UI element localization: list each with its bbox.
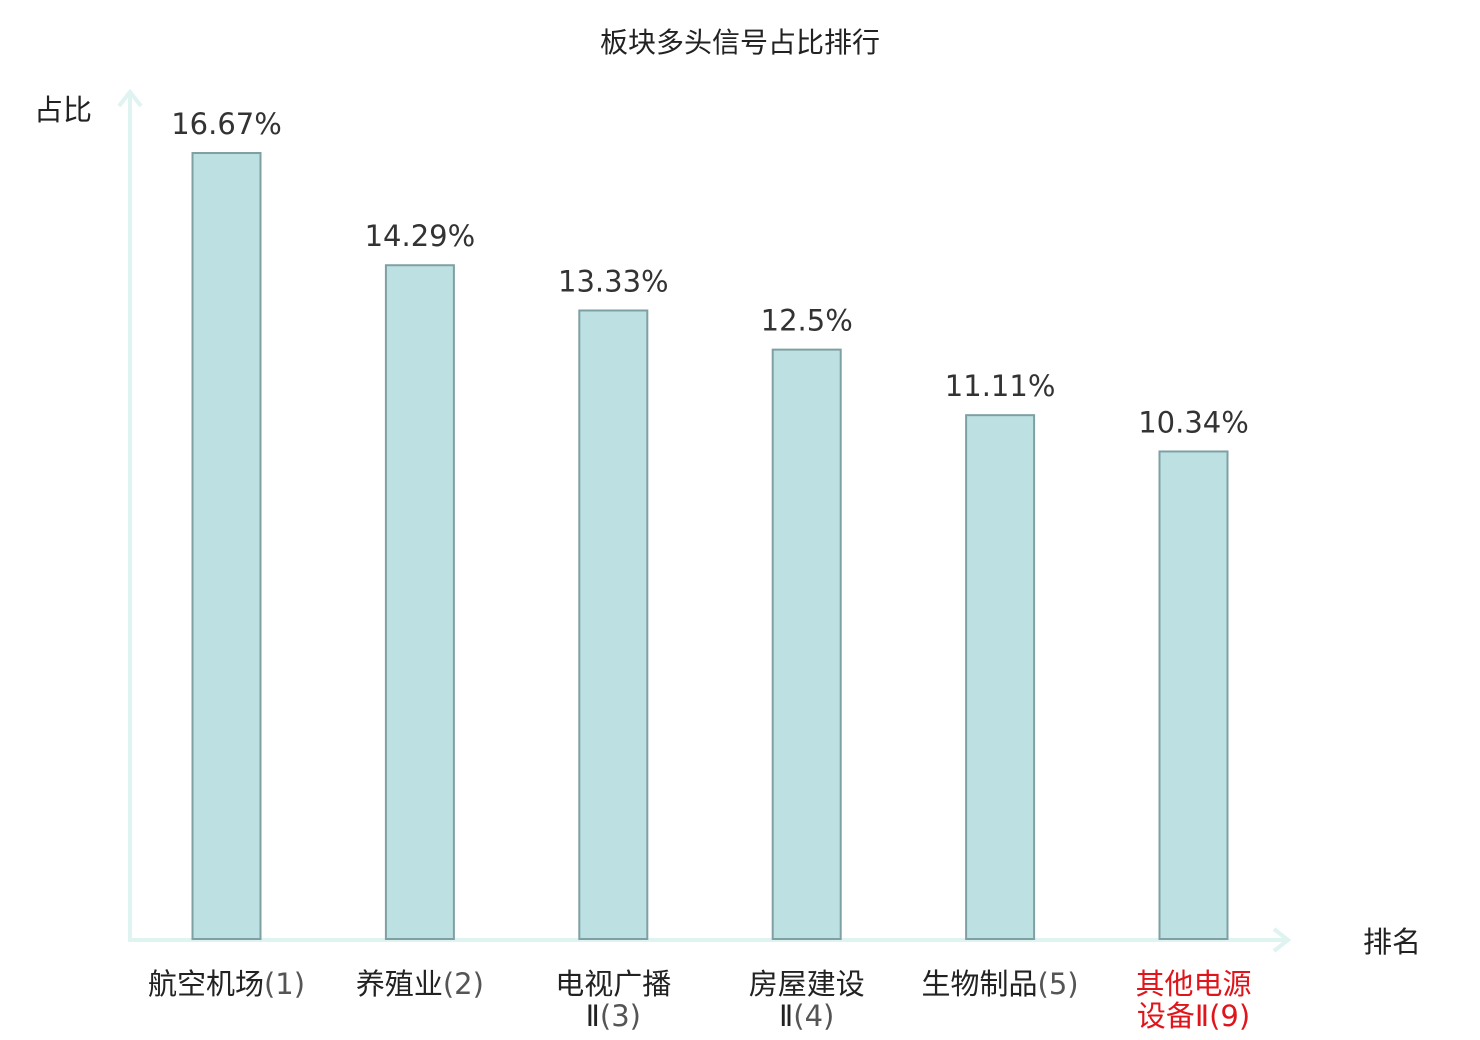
x-tick-label-line2: Ⅱ bbox=[586, 999, 600, 1033]
x-tick-rank: (1) bbox=[264, 967, 305, 1001]
x-tick-label-line1: 其他电源 bbox=[1135, 967, 1251, 1001]
x-tick-label-line2: 设备Ⅱ bbox=[1137, 999, 1209, 1033]
x-tick-label: 养殖业(2) bbox=[356, 967, 484, 1001]
x-axis-arrow-icon bbox=[1272, 927, 1292, 953]
bar bbox=[965, 414, 1036, 940]
x-tick-label: 其他电源设备Ⅱ(9) bbox=[1135, 967, 1251, 1033]
x-tick-rank: (3) bbox=[600, 999, 641, 1033]
x-tick-label: 房屋建设 Ⅱ(4) bbox=[749, 967, 865, 1033]
x-axis bbox=[128, 927, 1292, 953]
x-tick-label: 电视广播 Ⅱ(3) bbox=[555, 967, 671, 1033]
x-tick-label-line2: Ⅱ bbox=[779, 999, 793, 1033]
bar bbox=[384, 264, 455, 940]
x-tick-label-line1: 房屋建设 bbox=[749, 967, 865, 1001]
chart-title: 板块多头信号占比排行 bbox=[600, 26, 880, 59]
bar-value-label: 10.34% bbox=[1138, 405, 1249, 439]
category-labels: 航空机场(1) 养殖业(2) 电视广播 Ⅱ(3)房屋建设 Ⅱ(4)生物制品(5) 其他电源… bbox=[148, 967, 1252, 1033]
x-tick-label-name: 生物制品 bbox=[922, 967, 1038, 1001]
bar-value-label: 13.33% bbox=[558, 264, 669, 298]
bar bbox=[191, 152, 262, 940]
bar-value-label: 11.11% bbox=[945, 369, 1056, 403]
y-axis bbox=[117, 88, 143, 942]
x-tick-label-name: 养殖业 bbox=[356, 967, 443, 1001]
x-tick-rank: (2) bbox=[443, 967, 484, 1001]
bar-value-label: 14.29% bbox=[365, 219, 476, 253]
bar bbox=[771, 348, 842, 940]
y-axis-arrow-icon bbox=[117, 88, 143, 108]
bar bbox=[578, 309, 649, 941]
x-tick-label-line1: 电视广播 bbox=[555, 967, 671, 1001]
bar-value-label: 12.5% bbox=[761, 304, 853, 338]
y-axis-label: 占比 bbox=[34, 93, 92, 127]
x-tick-label: 航空机场(1) bbox=[148, 967, 305, 1001]
x-tick-label-name: 航空机场 bbox=[148, 967, 264, 1001]
x-tick-rank: (4) bbox=[793, 999, 834, 1033]
x-axis-label: 排名 bbox=[1363, 925, 1421, 959]
x-tick-rank: (9) bbox=[1209, 999, 1250, 1033]
value-labels: 16.67% 14.29% 13.33% 12.5% 11.11% 10.34% bbox=[171, 107, 1249, 439]
bar bbox=[1158, 450, 1229, 940]
x-tick-label: 生物制品(5) bbox=[922, 967, 1079, 1001]
bar-value-label: 16.67% bbox=[171, 107, 282, 141]
bars bbox=[191, 152, 1229, 941]
x-tick-rank: (5) bbox=[1038, 967, 1079, 1001]
